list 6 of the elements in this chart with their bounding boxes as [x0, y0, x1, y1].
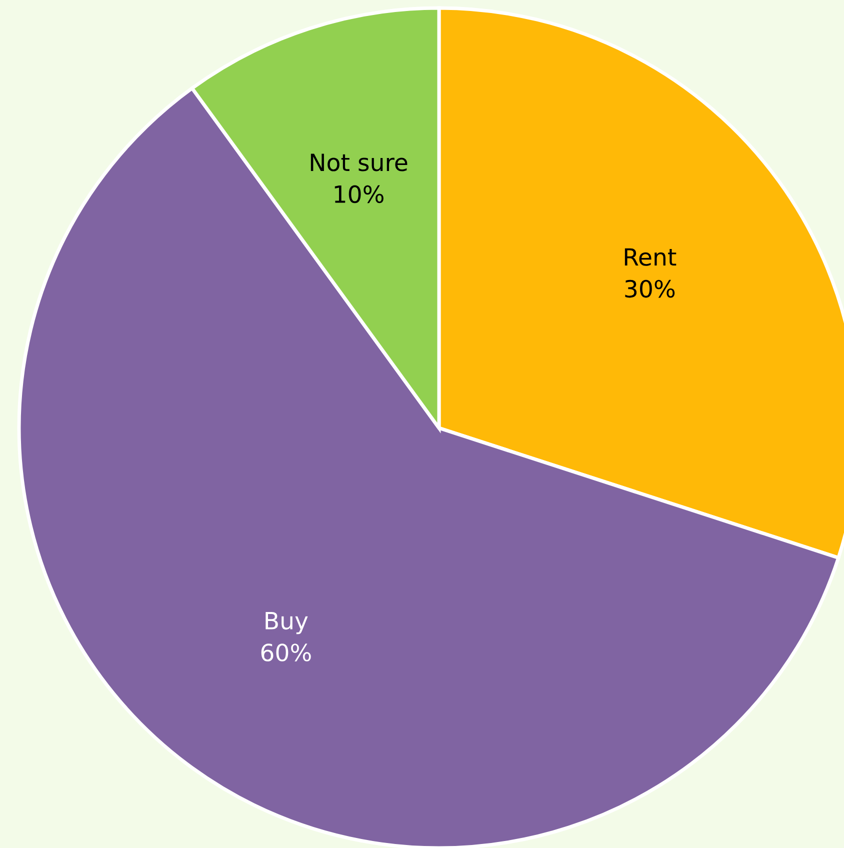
slice-label: Not sure — [310, 154, 408, 172]
data-label: 10% — [334, 185, 384, 204]
slice-label: Buy — [266, 612, 308, 634]
data-label: 60% — [261, 644, 311, 662]
data-label: 30% — [625, 280, 675, 298]
slice-label: Rent — [624, 248, 676, 266]
